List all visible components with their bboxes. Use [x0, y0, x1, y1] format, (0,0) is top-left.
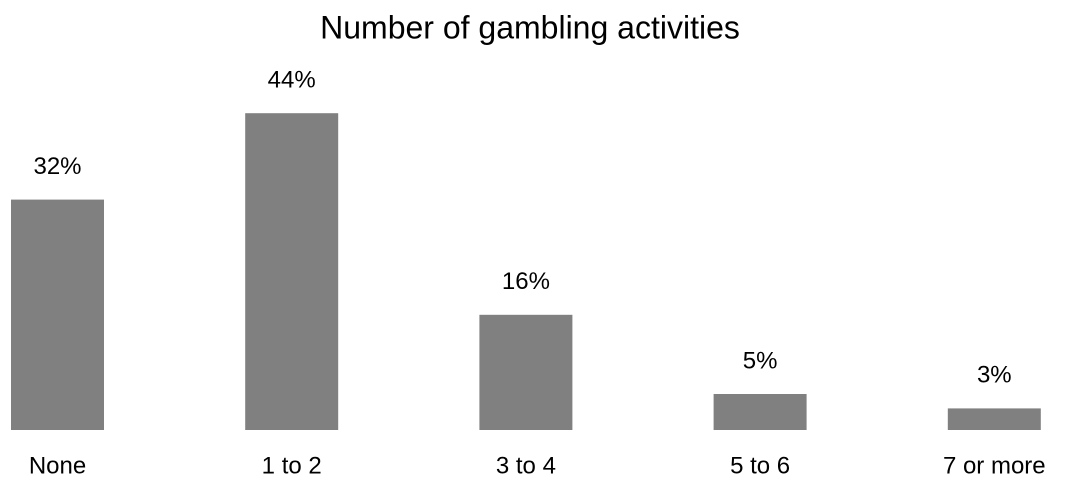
- x-tick-label: 5 to 6: [730, 452, 790, 479]
- data-label: 32%: [33, 153, 81, 180]
- x-tick-label: 3 to 4: [496, 452, 556, 479]
- data-label: 44%: [268, 67, 316, 94]
- bar: [11, 199, 104, 430]
- data-label: 5%: [743, 347, 778, 374]
- bar: [245, 113, 339, 430]
- data-label: 3%: [977, 362, 1012, 389]
- x-tick-label: None: [29, 452, 86, 479]
- data-label: 16%: [502, 268, 550, 295]
- bar: [947, 408, 1041, 430]
- chart-title: Number of gambling activities: [320, 9, 740, 45]
- bar: [479, 314, 573, 430]
- bar: [713, 394, 807, 430]
- x-tick-label: 7 or more: [943, 452, 1046, 479]
- x-tick-label: 1 to 2: [262, 452, 322, 479]
